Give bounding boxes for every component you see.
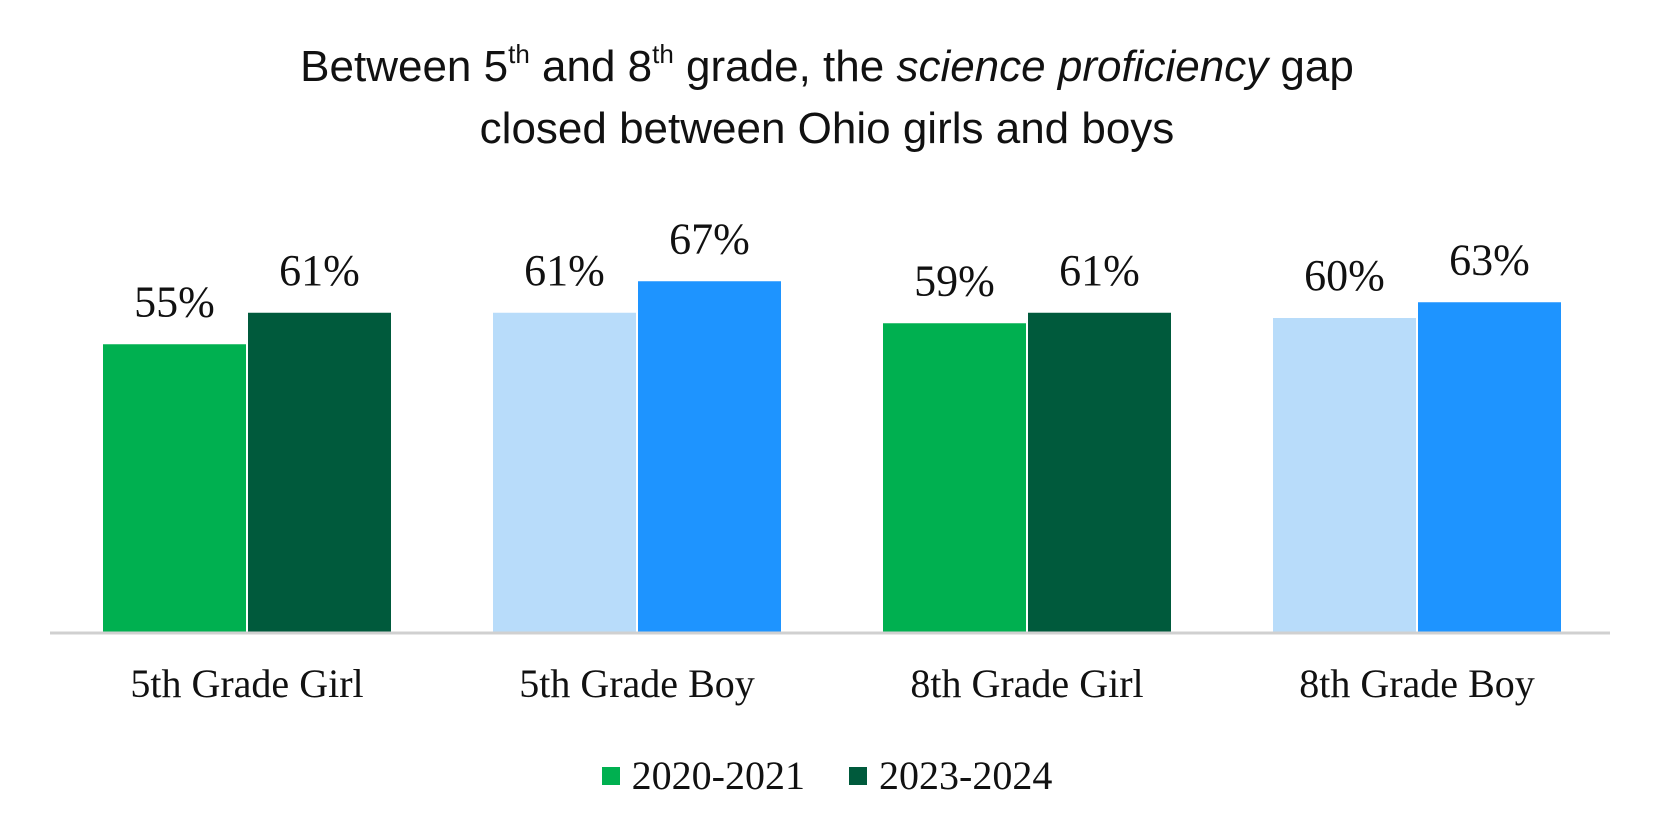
bar-5th-grade-boy-2023-2024 bbox=[638, 281, 781, 633]
category-label-8th-grade-girl: 8th Grade Girl bbox=[910, 661, 1143, 706]
legend-label-2023-2024: 2023-2024 bbox=[879, 753, 1053, 798]
bar-value-label-8th-grade-girl-2023-2024: 61% bbox=[1059, 246, 1140, 295]
legend-swatch-2020-2021 bbox=[601, 766, 620, 785]
bars-group bbox=[103, 281, 1561, 633]
category-labels-group: 5th Grade Girl 5th Grade Boy 8th Grade Gir… bbox=[130, 661, 1534, 706]
bar-8th-grade-girl-2020-2021 bbox=[883, 323, 1026, 633]
bar-value-label-8th-grade-boy-2020-2021: 60% bbox=[1304, 251, 1385, 300]
bar-value-label-5th-grade-boy-2020-2021: 61% bbox=[524, 246, 605, 295]
bar-value-label-5th-grade-girl-2020-2021: 55% bbox=[134, 277, 215, 326]
bar-8th-grade-boy-2023-2024 bbox=[1418, 302, 1561, 633]
legend-swatch-2023-2024 bbox=[849, 766, 867, 785]
category-label-5th-grade-girl: 5th Grade Girl bbox=[130, 661, 363, 706]
chart-title-line-2: closed between Ohio girls and boys bbox=[479, 104, 1175, 153]
title-part-1: Between 5 bbox=[300, 42, 509, 91]
bar-value-label-5th-grade-boy-2023-2024: 67% bbox=[669, 214, 750, 263]
category-label-5th-grade-boy: 5th Grade Boy bbox=[519, 661, 755, 706]
title-part-2: and 8 bbox=[529, 42, 653, 91]
bar-value-label-5th-grade-girl-2023-2024: 61% bbox=[279, 246, 360, 295]
bar-8th-grade-girl-2023-2024 bbox=[1028, 312, 1171, 633]
bar-value-label-8th-grade-boy-2023-2024: 63% bbox=[1449, 235, 1530, 284]
legend-item-2023-2024: 2023-2024 bbox=[849, 752, 1052, 799]
bar-value-label-8th-grade-girl-2020-2021: 59% bbox=[914, 256, 995, 305]
chart-title: Between 5th and 8th grade, the science p… bbox=[0, 36, 1654, 160]
chart-title-line-1: Between 5th and 8th grade, the science p… bbox=[0, 36, 1654, 98]
bar-5th-grade-boy-2020-2021 bbox=[493, 312, 636, 633]
category-label-8th-grade-boy: 8th Grade Boy bbox=[1299, 661, 1535, 706]
bar-5th-grade-girl-2023-2024 bbox=[248, 312, 391, 633]
legend-label-2020-2021: 2020-2021 bbox=[631, 753, 805, 798]
title-part-3: grade, the bbox=[673, 42, 897, 91]
bar-8th-grade-boy-2020-2021 bbox=[1273, 318, 1416, 633]
title-emphasis: science proficiency bbox=[896, 42, 1269, 91]
title-superscript-2: th bbox=[652, 39, 674, 69]
bar-5th-grade-girl-2020-2021 bbox=[103, 344, 246, 633]
title-superscript-1: th bbox=[508, 39, 530, 69]
title-part-4: gap bbox=[1268, 42, 1354, 91]
legend: 2020-2021 2023-2024 bbox=[0, 752, 1654, 799]
bar-labels-group: 55% 61% 61% 67% 59% 61% 60% 63% bbox=[134, 214, 1530, 326]
legend-item-2020-2021: 2020-2021 bbox=[601, 752, 805, 799]
